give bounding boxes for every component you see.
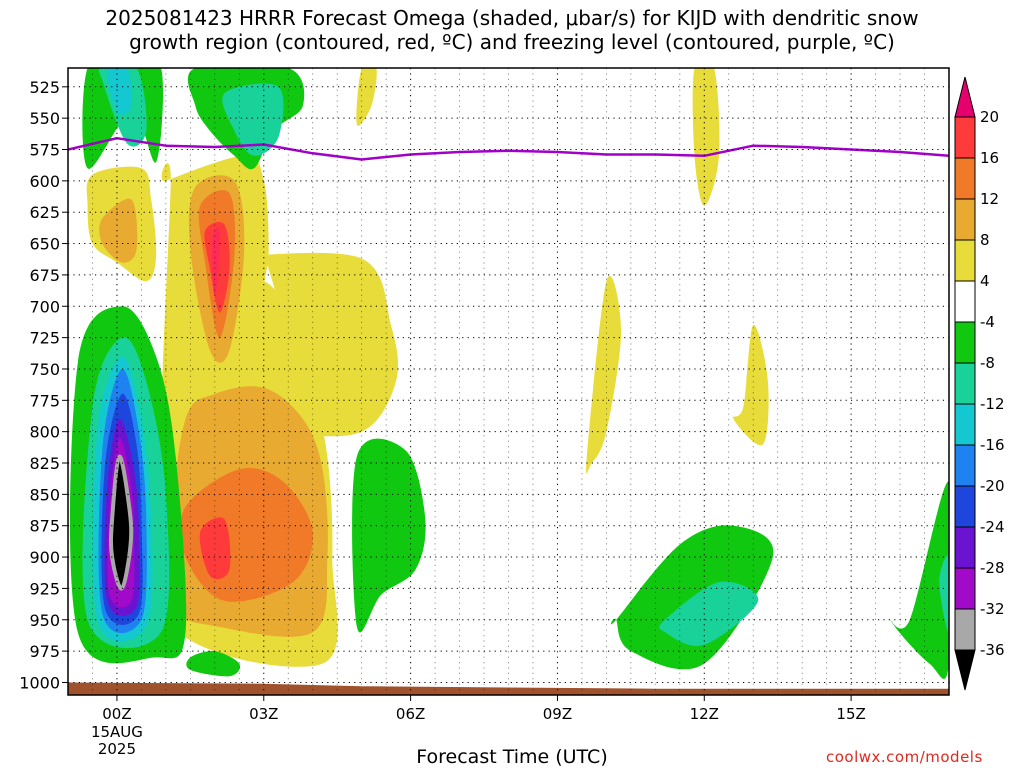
y-tick-label: 675 [29,266,60,285]
colorbar-segment [954,403,976,446]
colorbar-segment [954,567,976,610]
colorbar-segment [954,116,976,159]
omega-region-22 [889,481,949,679]
colorbar-segment [954,198,976,241]
y-tick-label: 625 [29,203,60,222]
colorbar-label: 8 [980,231,990,249]
colorbar-label: 16 [980,149,999,167]
omega-region-7 [692,68,720,206]
y-tick-label: 550 [29,109,60,128]
credit-link[interactable]: coolwx.com/models [826,748,983,766]
colorbar: 20 16 12 8 4 -4 -8 -12 -16 -20 -24 -28 -32 -36 [954,76,1005,691]
colorbar-segment [954,280,976,323]
colorbar-label: 4 [980,272,990,290]
terrain-layer [68,682,949,695]
y-tick-label: 825 [29,454,60,473]
omega-region-5 [586,275,622,474]
y-tick-label: 700 [29,297,60,316]
x-tick-label: 06Z [396,705,425,723]
y-tick-label: 650 [29,235,60,254]
omega-shading [69,68,949,679]
colorbar-segment [954,608,976,651]
omega-region-20 [352,438,426,633]
colorbar-label: -16 [980,436,1005,454]
omega-region-14 [199,517,231,580]
y-tick-label: 900 [29,548,60,567]
colorbar-label: -12 [980,395,1005,413]
x-tick-label: 00Z [102,705,131,723]
x-tick-label: 12Z [690,705,719,723]
colorbar-segment [954,485,976,528]
colorbar-label: 20 [980,108,999,126]
y-tick-label: 800 [29,423,60,442]
colorbar-segment [954,362,976,405]
omega-region-19 [186,650,241,677]
omega-region-27 [939,555,949,633]
y-tick-label: 975 [29,642,60,661]
x-tick-label: 15Z [836,705,865,723]
colorbar-label: -20 [980,477,1005,495]
colorbar-label: -24 [980,518,1005,536]
x-date-label: 15AUG [91,723,143,741]
colorbar-label: -28 [980,559,1005,577]
y-tick-label: 925 [29,579,60,598]
freezing-level-layer [68,136,949,161]
colorbar-label: -32 [980,600,1005,618]
x-axis-label: Forecast Time (UTC) [416,746,608,768]
y-tick-label: 1000 [19,673,60,692]
x-tick-label: 03Z [249,705,278,723]
plot-frame [67,67,950,696]
omega-region-6 [732,324,769,446]
y-tick-label: 575 [29,141,60,160]
colorbar-label: -36 [980,641,1005,659]
grid-lines [68,68,949,695]
omega-region-26 [659,581,759,647]
colorbar-bottom-arrow [954,649,976,691]
y-tick-label: 775 [29,391,60,410]
omega-region-10 [99,198,138,263]
omega-region-24 [222,83,284,156]
y-tick-label: 600 [29,172,60,191]
colorbar-segment [954,321,976,364]
y-tick-label: 725 [29,329,60,348]
colorbar-top-arrow [954,76,976,118]
chart-title: 2025081423 HRRR Forecast Omega (shaded, … [0,6,1024,54]
x-tick-label: 09Z [543,705,572,723]
colorbar-segment [954,157,976,200]
colorbar-label: 12 [980,190,999,208]
x-date-label: 2025 [98,740,136,758]
terrain-band [68,682,949,695]
omega-region-15 [212,227,220,297]
y-tick-label: 750 [29,360,60,379]
omega-region-4 [356,68,377,126]
colorbar-segment [954,444,976,487]
chart-title-line1: 2025081423 HRRR Forecast Omega (shaded, … [105,6,919,30]
omega-region-28 [106,68,133,115]
y-tick-label: 950 [29,611,60,630]
colorbar-label: -8 [980,354,995,372]
freezing-level-line [68,136,949,161]
y-tick-label: 875 [29,517,60,536]
colorbar-segment [954,239,976,282]
colorbar-label: -4 [980,313,995,331]
y-axis-ticks: 525 550 575 600 625 650 675 700 725 750 775 800 825 8… [19,78,68,692]
chart-title-line2: growth region (contoured, red, ºC) and f… [129,30,895,54]
y-tick-label: 525 [29,78,60,97]
colorbar-segment [954,526,976,569]
y-tick-label: 850 [29,485,60,504]
